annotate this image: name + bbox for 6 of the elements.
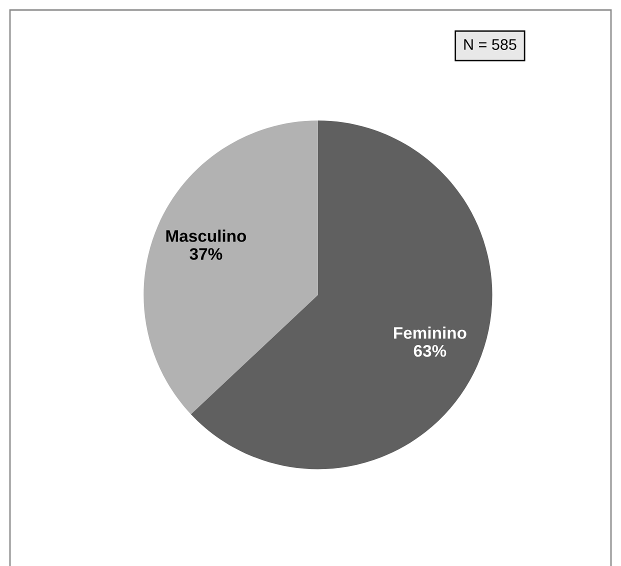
slice-label: Masculino [166,230,246,242]
pie-slice [144,120,318,414]
slice-label: Feminino [394,326,466,339]
text: N = 585 [464,39,516,50]
data-label: 63% [414,345,446,357]
data-label: 37% [190,248,222,260]
